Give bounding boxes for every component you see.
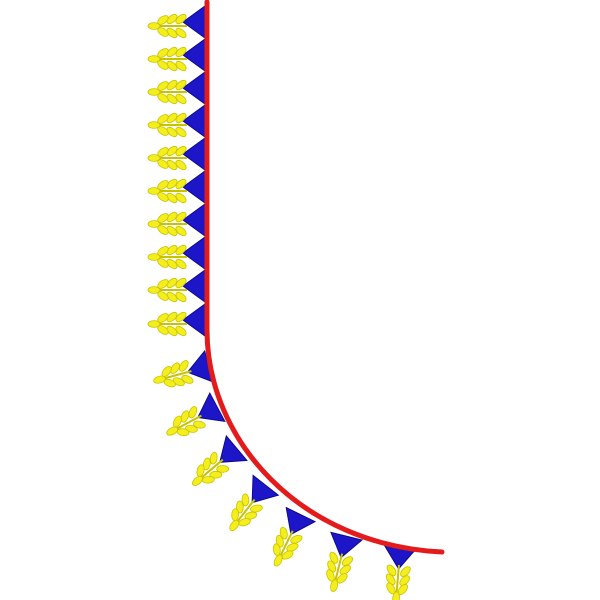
triangle-icon [251, 474, 280, 504]
leaf-row [147, 13, 411, 600]
leaf-sprig-icon [272, 526, 303, 567]
triangle-row [182, 5, 418, 570]
red-border-line [204, 0, 445, 555]
leaf-sprig-icon [147, 211, 187, 237]
leaf-sprig-icon [229, 493, 263, 532]
leaf-sprig-icon [147, 79, 187, 105]
triangle-icon [182, 236, 206, 270]
leaf-sprig-icon [147, 277, 187, 303]
triangle-icon [182, 269, 206, 303]
leaf-sprig-icon [326, 551, 354, 592]
triangle-icon [219, 434, 248, 463]
triangle-icon [197, 391, 226, 422]
leaf-sprig-icon [153, 360, 194, 388]
triangle-icon [330, 531, 364, 559]
leaf-sprig-icon [147, 13, 187, 39]
leaf-sprig-icon [147, 244, 187, 270]
triangle-icon [182, 170, 206, 204]
triangle-icon [182, 71, 206, 105]
leaf-sprig-icon [147, 112, 187, 138]
triangle-icon [182, 38, 206, 72]
leaf-sprig-icon [147, 46, 187, 72]
triangle-icon [182, 137, 206, 171]
triangle-icon [182, 303, 206, 337]
leaf-sprig-icon [147, 311, 187, 337]
leaf-sprig-icon [147, 178, 187, 204]
triangle-icon [285, 506, 317, 536]
leaf-sprig-icon [385, 564, 411, 600]
leaf-sprig-icon [192, 451, 230, 486]
triangle-icon [182, 5, 206, 39]
triangle-icon [182, 203, 206, 237]
leaf-sprig-icon [147, 145, 187, 171]
leaf-sprig-icon [166, 406, 206, 437]
triangle-icon [182, 104, 206, 138]
